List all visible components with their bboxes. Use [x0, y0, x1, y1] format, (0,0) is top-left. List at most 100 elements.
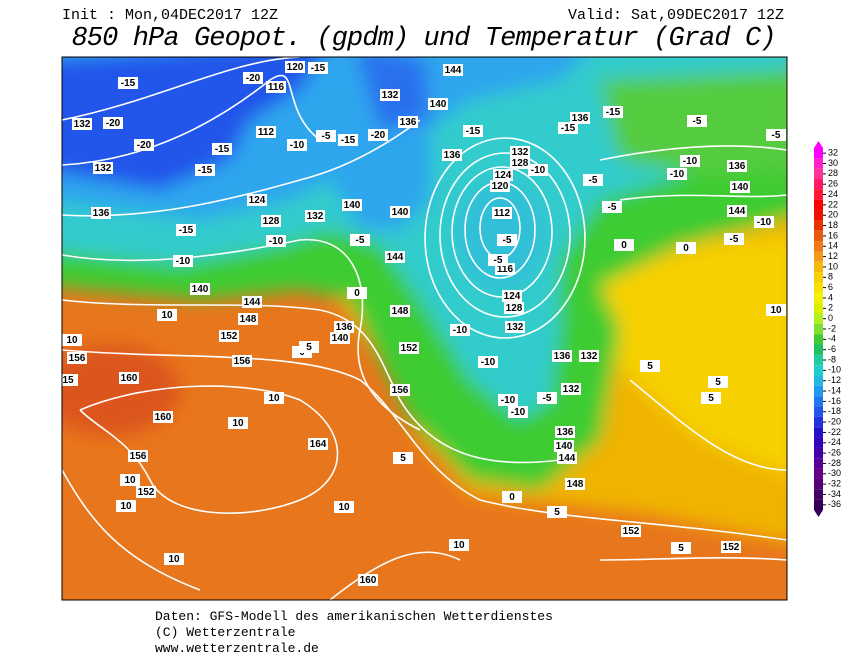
temperature-value: -10 — [269, 236, 284, 247]
geopotential-value: 128 — [506, 303, 523, 314]
geopotential-value: 164 — [310, 439, 327, 450]
label-box — [497, 234, 517, 246]
temperature-value: 10 — [161, 310, 173, 321]
geopotential-label: 132 — [380, 89, 400, 101]
color-swatch — [814, 489, 823, 500]
temperature-label: -5 — [537, 392, 557, 404]
label-box — [547, 506, 567, 518]
label-box — [558, 122, 578, 134]
temperature-label: -10 — [667, 168, 687, 180]
geopotential-value: 120 — [492, 181, 509, 192]
color-swatch — [814, 179, 823, 190]
geopotential-value: 152 — [221, 331, 238, 342]
label-box — [350, 234, 370, 246]
label-box — [687, 115, 707, 127]
tick-label: 28 — [828, 168, 838, 178]
temperature-value: 0 — [683, 243, 689, 254]
geopotential-label: 132 — [505, 321, 525, 333]
temperature-value: -5 — [772, 130, 781, 141]
label-box — [247, 194, 267, 206]
temperature-value: -10 — [757, 217, 772, 228]
color-swatch — [814, 334, 823, 345]
geopotential-value: 124 — [495, 170, 512, 181]
color-swatch — [814, 210, 823, 221]
color-swatch — [814, 158, 823, 169]
geopotential-value: 140 — [392, 207, 409, 218]
geopotential-label: 152 — [721, 541, 741, 553]
temperature-value: 0 — [621, 240, 627, 251]
geopotential-label: 160 — [119, 372, 139, 384]
geopotential-label: 124 — [502, 290, 522, 302]
label-box — [490, 180, 510, 192]
temperature-value: 5 — [554, 507, 560, 518]
label-box — [287, 139, 307, 151]
geopotential-label: 136 — [727, 160, 747, 172]
geopotential-value: 140 — [344, 200, 361, 211]
temperature-label: -15 — [603, 106, 623, 118]
temperature-value: 10 — [124, 475, 136, 486]
temperature-value: -15 — [311, 63, 326, 74]
temperature-label: 0 — [347, 287, 367, 299]
label-box — [62, 374, 78, 386]
label-box — [727, 160, 747, 172]
temperature-value: 10 — [66, 335, 78, 346]
label-box — [67, 352, 87, 364]
temperature-label: 10 — [62, 334, 82, 346]
label-box — [667, 168, 687, 180]
temperature-value: 15 — [62, 375, 74, 386]
temperature-value: 10 — [168, 554, 180, 565]
tick-label: 16 — [828, 230, 838, 240]
temperature-label: -20 — [368, 129, 388, 141]
temperature-label: 5 — [701, 392, 721, 404]
temperature-label: -20 — [134, 139, 154, 151]
color-swatch — [814, 344, 823, 355]
geopotential-value: 136 — [400, 117, 417, 128]
label-box — [228, 417, 248, 429]
tick-label: -12 — [828, 375, 841, 385]
geopotential-label: 140 — [330, 332, 350, 344]
label-box — [552, 350, 572, 362]
geopotential-label: 136 — [570, 112, 590, 124]
label-box — [119, 372, 139, 384]
temperature-value: 10 — [268, 393, 280, 404]
temperature-label: 15 — [62, 374, 78, 386]
label-box — [305, 210, 325, 222]
temperature-label: 5 — [671, 542, 691, 554]
temperature-value: -10 — [481, 357, 496, 368]
tick-label: 22 — [828, 199, 838, 209]
label-box — [308, 438, 328, 450]
temperature-value: -15 — [561, 123, 576, 134]
temperature-label: 10 — [116, 500, 136, 512]
color-swatch — [814, 241, 823, 252]
label-box — [463, 125, 483, 137]
temperature-label: 10 — [120, 474, 140, 486]
label-box — [579, 350, 599, 362]
label-box — [308, 62, 328, 74]
label-box — [256, 126, 276, 138]
temperature-value: 10 — [453, 540, 465, 551]
geopotential-label: 156 — [67, 352, 87, 364]
color-swatch — [814, 406, 823, 417]
label-box — [120, 474, 140, 486]
temperature-label: -5 — [602, 201, 622, 213]
label-box — [385, 251, 405, 263]
temperature-value: -20 — [137, 140, 152, 151]
temperature-value: -20 — [106, 118, 121, 129]
geopotential-label: 136 — [398, 116, 418, 128]
temperature-value: -15 — [466, 126, 481, 137]
temperature-value: -15 — [215, 144, 230, 155]
label-box — [338, 134, 358, 146]
geopotential-value: 156 — [234, 356, 251, 367]
color-scale: 32302826242220181614121086420-2-4-6-8-10… — [814, 141, 841, 517]
label-box — [91, 207, 111, 219]
contours — [62, 57, 787, 600]
geopotential-label: 152 — [621, 525, 641, 537]
label-box — [640, 360, 660, 372]
temperature-label: 10 — [164, 553, 184, 565]
temperature-value: -15 — [341, 135, 356, 146]
label-box — [671, 542, 691, 554]
temperature-value: 5 — [708, 393, 714, 404]
label-box — [358, 574, 378, 586]
scale-top — [814, 141, 823, 148]
